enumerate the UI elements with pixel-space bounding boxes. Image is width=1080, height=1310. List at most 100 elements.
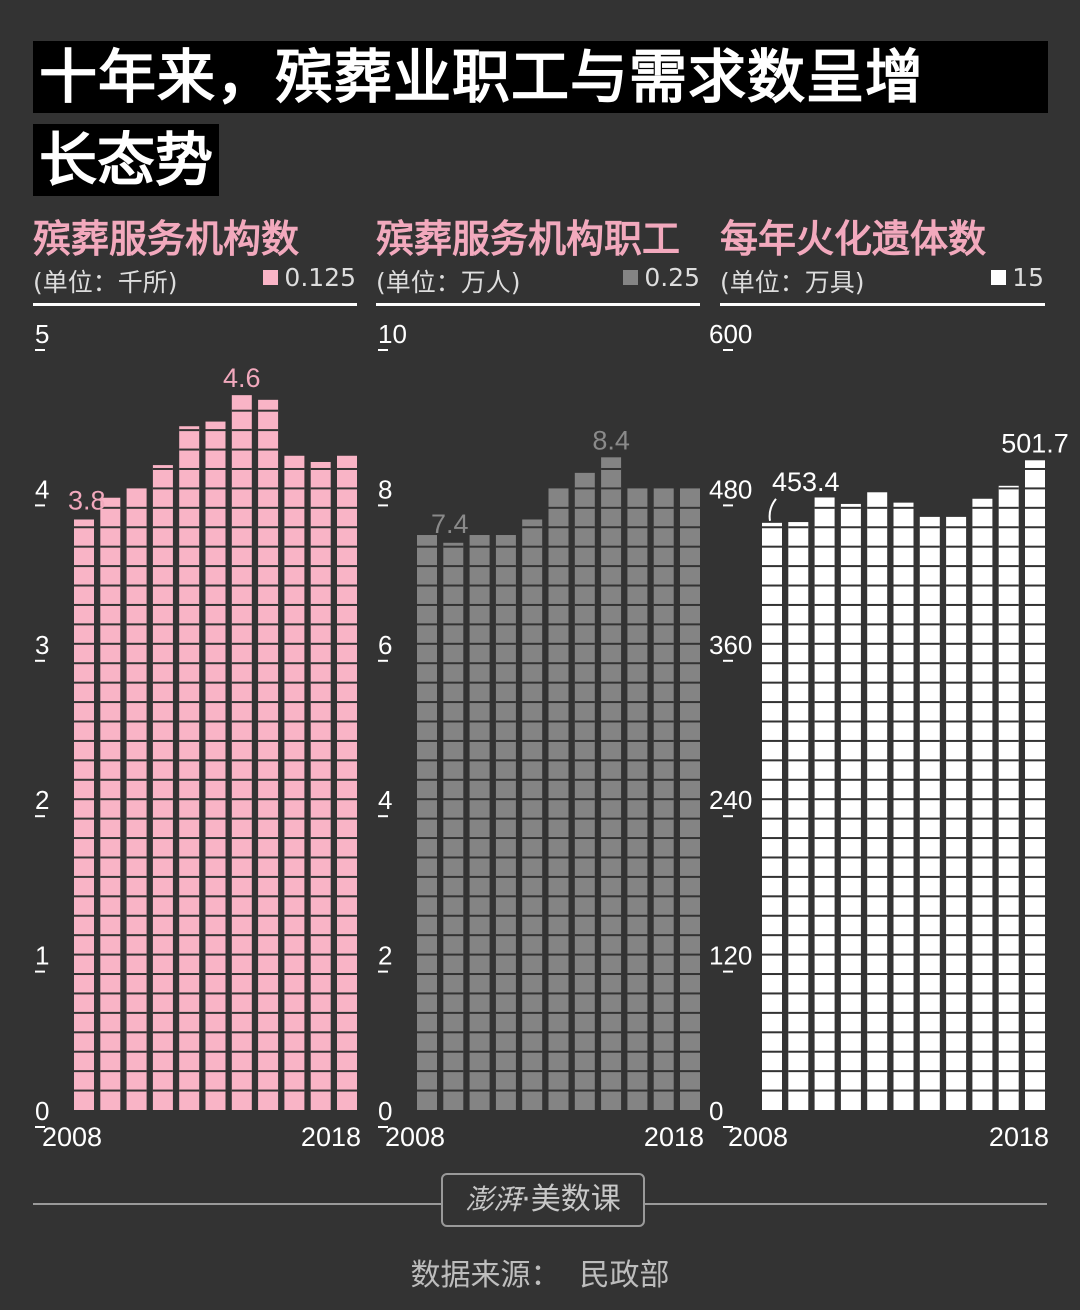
bar-segment-divider xyxy=(495,759,516,762)
bar-segment-divider xyxy=(417,992,437,995)
bar-segment-divider xyxy=(443,953,464,956)
bar-segment-divider xyxy=(205,953,226,956)
bar-segment-divider xyxy=(574,778,595,781)
bar-segment-divider xyxy=(548,584,569,587)
bar-segment-divider xyxy=(126,934,147,937)
bar-segment-divider xyxy=(284,526,305,529)
bar-segment-divider xyxy=(469,856,490,859)
y-tick-label: 0 xyxy=(35,1096,49,1126)
bar-segment-divider xyxy=(574,545,595,548)
bar-segment-divider xyxy=(601,506,622,509)
bar-segment-divider xyxy=(205,1011,226,1014)
bar-segment-divider xyxy=(601,526,622,529)
bar-segment-divider xyxy=(495,895,516,898)
bar-segment-divider xyxy=(972,1031,993,1034)
bar-segment-divider xyxy=(284,623,305,626)
bar-segment-divider xyxy=(574,565,595,568)
bar-segment-divider xyxy=(946,739,967,742)
bar-segment-divider xyxy=(258,1011,279,1014)
bar-segment-divider xyxy=(310,992,331,995)
y-tick-mark xyxy=(723,815,733,818)
bar-segment-divider xyxy=(946,798,967,801)
bar-segment-divider xyxy=(574,681,595,684)
bar-segment-divider xyxy=(946,759,967,762)
bar-segment-divider xyxy=(574,817,595,820)
bar-segment-divider xyxy=(231,1011,252,1014)
bar-segment-divider xyxy=(972,914,993,917)
bar-segment-divider xyxy=(788,545,809,548)
bar-segment-divider xyxy=(310,1050,331,1053)
bar-segment-divider xyxy=(972,720,993,723)
bar-segment-divider xyxy=(919,642,940,645)
legend-swatch xyxy=(263,270,279,285)
bar-segment-divider xyxy=(867,778,888,781)
bar-segment-divider xyxy=(814,565,835,568)
bar-segment-divider xyxy=(522,1031,543,1034)
bar-2009 xyxy=(100,497,121,1110)
bar-segment-divider xyxy=(74,1031,94,1034)
bar-segment-divider xyxy=(627,856,648,859)
bar-segment-divider xyxy=(762,545,782,548)
bar-segment-divider xyxy=(179,720,200,723)
bar-segment-divider xyxy=(231,701,252,704)
bar-segment-divider xyxy=(469,623,490,626)
bar-segment-divider xyxy=(653,545,674,548)
bar-segment-divider xyxy=(1025,798,1045,801)
bar-segment-divider xyxy=(74,623,94,626)
bar-segment-divider xyxy=(337,584,357,587)
bar-2017 xyxy=(998,485,1019,1110)
bar-segment-divider xyxy=(126,1011,147,1014)
bar-segment-divider xyxy=(601,992,622,995)
y-tick-label: 0 xyxy=(378,1096,392,1126)
bar-segment-divider xyxy=(284,934,305,937)
bar-segment-divider xyxy=(522,759,543,762)
bar-segment-divider xyxy=(179,1031,200,1034)
bar-segment-divider xyxy=(310,895,331,898)
bar-segment-divider xyxy=(972,701,993,704)
bar-segment-divider xyxy=(522,895,543,898)
bar-segment-divider xyxy=(126,1031,147,1034)
bar-segment-divider xyxy=(469,642,490,645)
bar-segment-divider xyxy=(653,1031,674,1034)
bar-segment-divider xyxy=(284,798,305,801)
bar-segment-divider xyxy=(788,759,809,762)
bar-segment-divider xyxy=(231,526,252,529)
bar-segment-divider xyxy=(310,487,331,490)
bar-segment-divider xyxy=(893,973,914,976)
bar-segment-divider xyxy=(179,681,200,684)
bar-segment-divider xyxy=(653,759,674,762)
bar-segment-divider xyxy=(126,642,147,645)
bar-segment-divider xyxy=(522,934,543,937)
bar-segment-divider xyxy=(998,914,1019,917)
bar-segment-divider xyxy=(998,642,1019,645)
bar-segment-divider xyxy=(495,1031,516,1034)
bar-segment-divider xyxy=(946,1089,967,1092)
bar-segment-divider xyxy=(126,837,147,840)
bar-segment-divider xyxy=(893,875,914,878)
y-tick-mark xyxy=(378,815,388,818)
bar-segment-divider xyxy=(998,681,1019,684)
bar-segment-divider xyxy=(417,681,437,684)
bar-segment-divider xyxy=(627,1070,648,1073)
bar-segment-divider xyxy=(152,642,173,645)
bar-segment-divider xyxy=(627,681,648,684)
bar-segment-divider xyxy=(417,1070,437,1073)
bar-segment-divider xyxy=(522,1089,543,1092)
bar-segment-divider xyxy=(126,526,147,529)
bar-segment-divider xyxy=(946,701,967,704)
bar-segment-divider xyxy=(919,759,940,762)
bar-segment-divider xyxy=(337,1089,357,1092)
y-tick-label: 10 xyxy=(378,319,407,349)
bar-segment-divider xyxy=(469,739,490,742)
bar-segment-divider xyxy=(443,1031,464,1034)
bar-segment-divider xyxy=(601,1089,622,1092)
bar-segment-divider xyxy=(548,973,569,976)
bar-segment-divider xyxy=(601,778,622,781)
bar-segment-divider xyxy=(443,778,464,781)
bar-segment-divider xyxy=(867,701,888,704)
bar-segment-divider xyxy=(840,739,861,742)
bar-segment-divider xyxy=(179,603,200,606)
bar-segment-divider xyxy=(840,1070,861,1073)
bar-segment-divider xyxy=(337,817,357,820)
bar-segment-divider xyxy=(1025,1011,1045,1014)
